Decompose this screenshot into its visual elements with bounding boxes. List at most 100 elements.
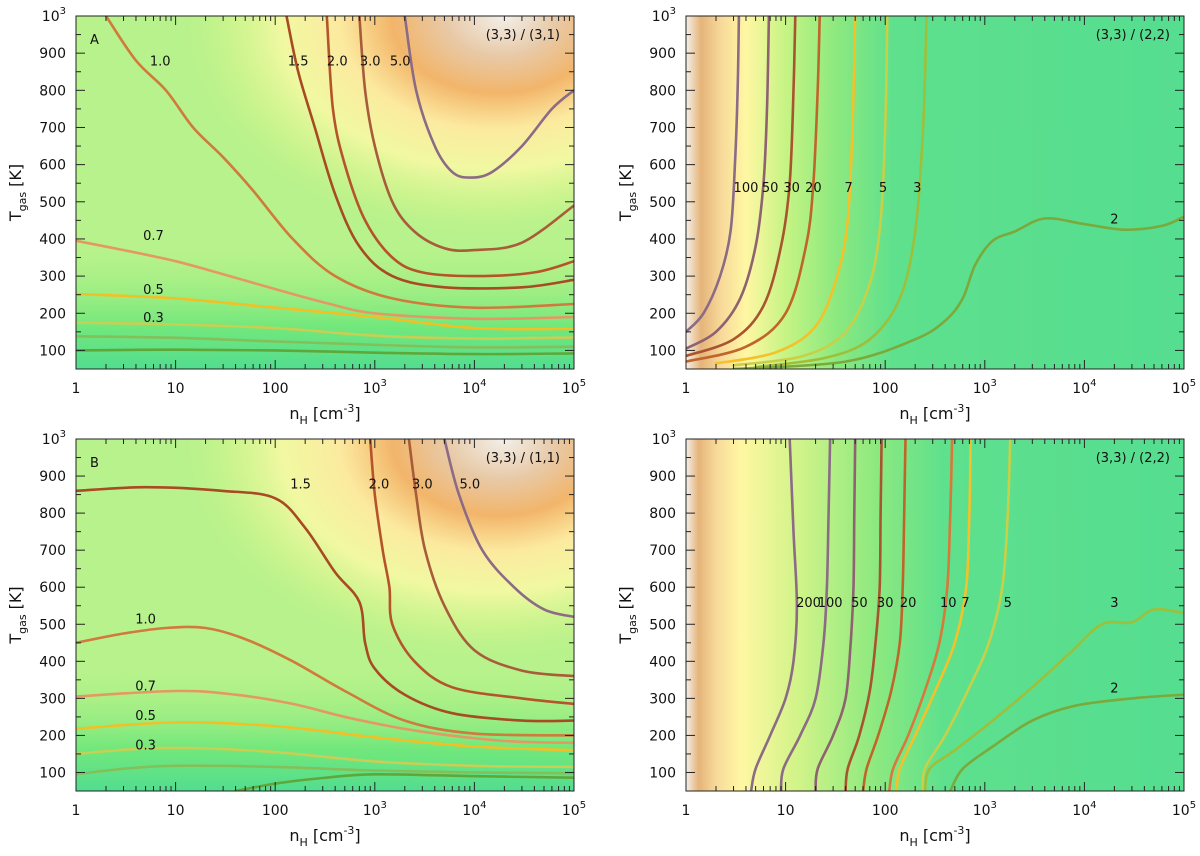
- x-axis: 1 10 100 103 104 105: [682, 16, 1196, 397]
- contour-line-1_5: [76, 485, 574, 723]
- contour-label: 20: [900, 596, 917, 611]
- contour-label: 100: [818, 596, 843, 611]
- heatmap-background: [686, 16, 1184, 369]
- contour-label: 5.0: [459, 477, 480, 492]
- y-tick-label: 100: [649, 765, 676, 781]
- y-tick-label: 200: [649, 728, 676, 744]
- x-tick-label: 100: [262, 803, 289, 819]
- heatmap-background: [686, 439, 1184, 791]
- y-tick-label: 200: [39, 306, 66, 322]
- contour-line-1_0: [104, 16, 574, 310]
- contour-lines: [749, 439, 1184, 791]
- y-tick-label: 700: [649, 543, 676, 559]
- contour-label: 5.0: [390, 55, 411, 70]
- contour-label: 20: [805, 181, 822, 196]
- y-tick-label: 300: [39, 269, 66, 285]
- y-tick-label: 800: [39, 506, 66, 522]
- x-tick-label: 100: [262, 381, 289, 397]
- contour-line-0_5: [76, 292, 574, 331]
- contour-label: 1.5: [290, 477, 311, 492]
- contour-line-2_0: [368, 439, 574, 706]
- y-tick-label: 103: [652, 6, 676, 25]
- contour-line-50: [814, 439, 857, 791]
- contour-label: 0.5: [143, 283, 164, 298]
- x-tick-label: 10: [777, 803, 795, 819]
- x-axis: 1 10 100 103 104 105: [682, 439, 1196, 819]
- contour-label: 200: [796, 596, 821, 611]
- contour-line-30: [686, 16, 797, 358]
- contour-line-30: [844, 439, 883, 791]
- contour-line-100: [779, 439, 832, 791]
- contour-label: 0.5: [135, 709, 156, 724]
- heatmap-cool-region: [76, 16, 574, 369]
- contour-line-100: [686, 16, 741, 334]
- y-axis-label: Tgas [K]: [6, 586, 29, 644]
- contour-line-3: [754, 16, 928, 369]
- heatmap-base: [686, 439, 1184, 791]
- y-axis-label: Tgas [K]: [6, 164, 29, 222]
- contour-line-200: [749, 439, 799, 791]
- contour-label: 5: [1004, 596, 1012, 611]
- x-tick-label: 10: [167, 381, 185, 397]
- ratio-label: (3,3) / (3,1): [486, 28, 560, 43]
- y-tick-label: 800: [649, 506, 676, 522]
- y-tick-label: 400: [649, 232, 676, 248]
- x-tick-label: 100: [872, 803, 899, 819]
- x-axis-label: nH [cm-3]: [899, 824, 970, 849]
- contour-line-3_0: [407, 439, 574, 678]
- y-tick-label: 500: [649, 195, 676, 211]
- panel-label: B: [90, 456, 99, 471]
- heatmap-base: [686, 16, 1184, 369]
- y-tick-label: 500: [39, 617, 66, 633]
- y-tick-label: 700: [39, 543, 66, 559]
- x-tick-label: 103: [973, 378, 997, 397]
- y-tick-label: 500: [649, 617, 676, 633]
- contour-label: 2.0: [369, 477, 390, 492]
- contour-label: 2: [1110, 213, 1118, 228]
- panel-C: 100 50 30 20 7 5 321 10 100 103 104 105100200300400…: [616, 6, 1196, 427]
- plot-frame: [75, 438, 575, 792]
- contour-label: 2: [1110, 681, 1118, 696]
- contour-line-0_3: [76, 746, 574, 769]
- y-tick-label: 900: [649, 469, 676, 485]
- y-tick-label: 400: [39, 232, 66, 248]
- contour-line-0_7: [76, 239, 574, 321]
- contour-line-2: [949, 693, 1184, 791]
- y-tick-label: 200: [39, 728, 66, 744]
- y-tick-label: 900: [39, 469, 66, 485]
- plot-frame: [685, 438, 1185, 792]
- contour-label: 3: [913, 181, 921, 196]
- y-tick-label: 100: [39, 765, 66, 781]
- contour-line-unlabeled: [76, 335, 574, 349]
- x-axis: 1 10 100 103 104 105: [72, 16, 586, 397]
- x-tick-label: 1: [682, 803, 691, 819]
- contour-line-1_0: [76, 625, 574, 737]
- contour-lines: [686, 16, 1184, 369]
- y-tick-label: 600: [649, 158, 676, 174]
- y-tick-label: 900: [39, 46, 66, 62]
- x-tick-label: 105: [1172, 378, 1196, 397]
- ratio-label: (3,3) / (2,2): [1096, 451, 1170, 466]
- contour-lines: [76, 439, 574, 791]
- x-tick-label: 103: [973, 800, 997, 819]
- panel-A: 5.03.02.01.51.00.70.50.31 10 100 103 104 1051…: [6, 6, 586, 427]
- x-tick-label: 105: [562, 378, 586, 397]
- contour-line-0_7: [76, 689, 574, 745]
- x-tick-label: 105: [1172, 800, 1196, 819]
- contour-labels: 5.0 3.0 2.0 1.5 1.0 0.7 0.5 0.3: [135, 477, 480, 753]
- x-axis: 1 10 100 103 104 105: [72, 439, 586, 819]
- x-tick-label: 104: [462, 378, 486, 397]
- y-tick-label: 800: [649, 83, 676, 99]
- y-tick-label: 900: [649, 46, 676, 62]
- contour-label: 1.0: [135, 613, 156, 628]
- contour-labels: 5.0 3.0 2.0 1.5 1.0 0.7 0.5 0.3: [143, 55, 410, 326]
- contour-line-1_5: [285, 16, 574, 290]
- x-tick-label: 103: [363, 800, 387, 819]
- contour-line-5: [921, 439, 1012, 791]
